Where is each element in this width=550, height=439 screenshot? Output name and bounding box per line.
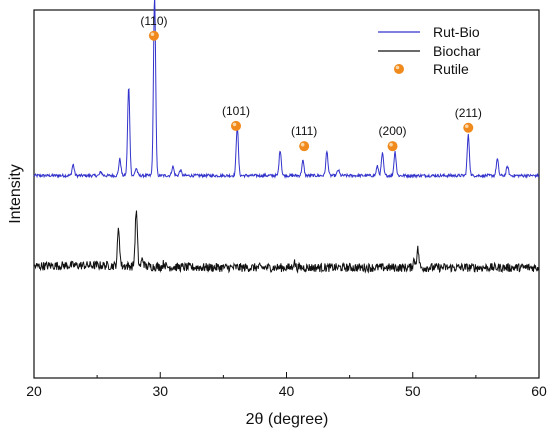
x-tick-label: 50: [405, 383, 421, 399]
x-tick-label: 40: [279, 383, 295, 399]
peak-label: (200): [379, 124, 407, 138]
legend-rut-bio-label: Rut-Bio: [433, 24, 480, 40]
plot-area: (110) (101) (111) (200) (211) 20 30 40 50 60: [26, 0, 547, 399]
series-layer: [33, 0, 540, 274]
legend-rutile-marker-highlight: [395, 65, 400, 70]
rutile-marker-highlight: [389, 142, 393, 147]
peak-label: (211): [455, 106, 482, 120]
peak-label: (111): [291, 124, 317, 138]
series-line-biochar: [33, 210, 540, 274]
series-line-rut-bio: [33, 0, 540, 180]
x-tick-layer: 20 30 40 50 60: [26, 372, 547, 399]
peak-label: (110): [140, 14, 167, 28]
rutile-marker-point: [231, 120, 241, 131]
rutile-marker-point: [299, 141, 310, 152]
plot-frame: [33, 9, 540, 379]
rutile-marker-highlight: [232, 122, 237, 127]
legend: Rut-Bio Biochar Rutile: [378, 24, 481, 77]
x-tick-label: 30: [152, 383, 168, 399]
rutile-marker-highlight: [150, 32, 155, 37]
peak-label: (101): [222, 104, 250, 118]
rutile-marker-point: [148, 30, 159, 41]
x-tick-label: 20: [26, 383, 42, 399]
x-tick-label: 60: [531, 383, 547, 399]
rutile-marker-layer: (110) (101) (111) (200) (211): [140, 14, 482, 152]
rutile-marker-point: [463, 122, 474, 133]
y-axis-title: Intensity: [7, 164, 24, 224]
legend-rutile-marker: [394, 64, 404, 74]
legend-biochar-label: Biochar: [433, 43, 481, 59]
x-axis-title: 2θ (degree): [246, 411, 329, 428]
rutile-marker-point: [387, 141, 398, 152]
rutile-marker-highlight: [465, 124, 469, 129]
legend-rutile-label: Rutile: [433, 61, 469, 77]
rutile-marker-highlight: [300, 142, 305, 147]
